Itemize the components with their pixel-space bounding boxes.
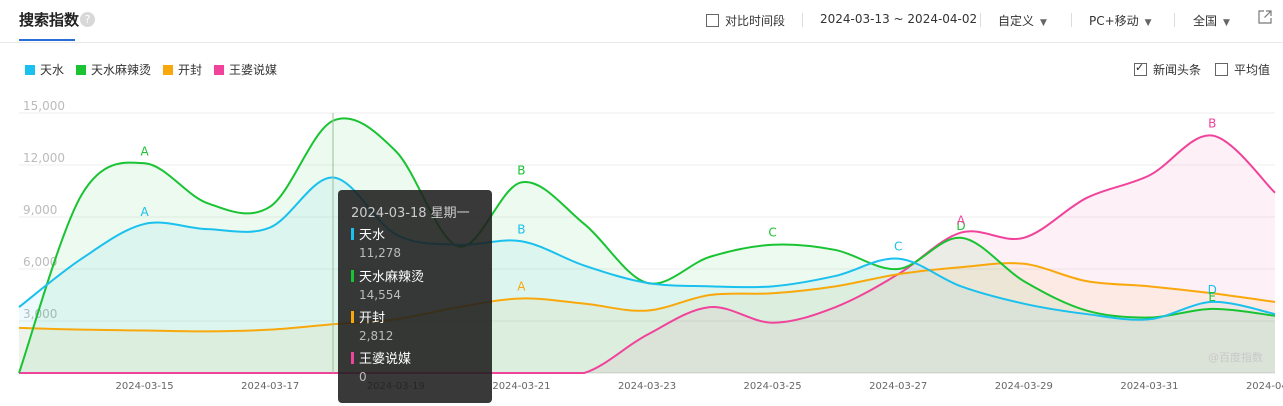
news-label: 新闻头条	[1153, 63, 1202, 77]
chevron-down-icon: ▼	[1144, 18, 1152, 28]
annotation-label: A	[140, 144, 149, 158]
tooltip-swatch	[351, 270, 354, 282]
y-tick-label: 15,000	[23, 99, 65, 113]
x-tick-label: 2024-03-25	[744, 381, 802, 392]
legend-label: 天水	[40, 63, 65, 77]
legend-item-2[interactable]: 开封	[163, 61, 202, 78]
checkbox-icon[interactable]	[1215, 63, 1228, 76]
tooltip-swatch	[351, 352, 354, 364]
x-tick-label: 2024-03-27	[869, 381, 927, 392]
chevron-down-icon: ▼	[1223, 18, 1230, 28]
watermark: @百度指数	[1208, 351, 1263, 364]
active-tab-underline	[19, 39, 75, 41]
compare-period-label: 对比时间段	[725, 14, 786, 28]
x-tick-label: 2024-03-29	[995, 381, 1053, 392]
tooltip-item-2: 开封 2,812	[351, 307, 393, 343]
legend-swatch	[76, 65, 86, 75]
export-icon[interactable]	[1258, 10, 1272, 27]
series-line-0	[18, 176, 1276, 321]
tooltip-series-value: 11,278	[359, 246, 401, 260]
x-tick-label: 2024-03-15	[116, 381, 174, 392]
tooltip-swatch	[351, 311, 354, 323]
chevron-down-icon: ▼	[1040, 18, 1047, 28]
y-tick-label: 9,000	[23, 203, 57, 217]
legend-swatch	[163, 65, 173, 75]
custom-range-dropdown[interactable]: 自定义 ▼	[998, 12, 1047, 29]
device-dropdown[interactable]: PC+移动 ▼	[1089, 12, 1152, 29]
y-tick-label: 12,000	[23, 151, 65, 165]
tooltip-series-name: 天水	[359, 228, 386, 243]
tooltip-series-value: 2,812	[359, 329, 394, 343]
annotation-label: D	[956, 219, 965, 233]
annotation-label: A	[140, 205, 149, 219]
average-label: 平均值	[1234, 63, 1271, 77]
header-bar: 搜索指数 ? 对比时间段 2024-03-13 ~ 2024-04-02 自定义…	[0, 0, 1283, 43]
legend-label: 王婆说媒	[229, 63, 278, 77]
device-label: PC+移动	[1089, 14, 1139, 28]
tooltip-date: 2024-03-18 星期一	[351, 206, 470, 221]
divider	[802, 13, 803, 27]
annotation-label: C	[894, 240, 902, 254]
x-tick-label: 2024-04-02	[1246, 381, 1283, 392]
annotation-label: D	[1208, 283, 1217, 297]
annotation-label: B	[517, 163, 525, 177]
divider	[980, 13, 981, 27]
series-line-2	[18, 262, 1276, 333]
date-range-picker[interactable]: 2024-03-13 ~ 2024-04-02	[820, 12, 978, 26]
annotation-label: A	[517, 279, 526, 293]
legend-item-3[interactable]: 王婆说媒	[214, 61, 277, 78]
tooltip-item-1: 天水麻辣烫 14,554	[351, 266, 424, 302]
chart-tooltip: 2024-03-18 星期一 天水 11,278 天水麻辣烫 14,554 开封…	[338, 190, 492, 403]
news-toggle[interactable]: 新闻头条	[1134, 61, 1201, 78]
legend-item-1[interactable]: 天水麻辣烫	[76, 61, 151, 78]
tooltip-series-value: 14,554	[359, 288, 401, 302]
tooltip-series-name: 天水麻辣烫	[359, 270, 425, 285]
legend-label: 天水麻辣烫	[91, 63, 152, 77]
annotation-label: E	[1208, 290, 1216, 304]
x-tick-label: 2024-03-31	[1120, 381, 1178, 392]
region-dropdown[interactable]: 全国 ▼	[1193, 12, 1230, 29]
divider	[1071, 13, 1072, 27]
x-tick-label: 2024-03-21	[492, 381, 550, 392]
y-tick-label: 3,000	[23, 307, 57, 321]
page-title[interactable]: 搜索指数	[19, 11, 80, 29]
region-label: 全国	[1193, 14, 1218, 28]
tooltip-item-0: 天水 11,278	[351, 224, 401, 260]
legend-swatch	[25, 65, 35, 75]
tooltip-series-value: 0	[359, 370, 367, 384]
annotation-label: B	[517, 222, 525, 236]
custom-range-label: 自定义	[998, 14, 1035, 28]
divider	[1174, 13, 1175, 27]
x-tick-label: 2024-03-17	[241, 381, 299, 392]
series-area-3	[19, 135, 1275, 373]
legend-swatch	[214, 65, 224, 75]
y-tick-label: 6,000	[23, 255, 57, 269]
tooltip-swatch	[351, 228, 354, 240]
series-line-1	[18, 117, 1276, 374]
annotation-label: B	[1208, 117, 1216, 131]
help-icon[interactable]: ?	[80, 12, 95, 27]
checkbox-icon[interactable]	[706, 14, 719, 27]
tooltip-series-name: 开封	[359, 311, 386, 326]
annotation-label: C	[768, 226, 776, 240]
compare-period-checkbox[interactable]: 对比时间段	[706, 12, 785, 29]
tooltip-item-3: 王婆说媒 0	[351, 348, 411, 384]
average-toggle[interactable]: 平均值	[1215, 61, 1270, 78]
annotation-label: A	[957, 214, 966, 228]
legend-label: 开封	[178, 63, 203, 77]
series-line-3	[19, 134, 1276, 374]
tooltip-series-name: 王婆说媒	[359, 352, 412, 367]
x-tick-label: 2024-03-23	[618, 381, 676, 392]
checkbox-icon[interactable]	[1134, 61, 1147, 76]
legend-item-0[interactable]: 天水	[25, 61, 64, 78]
